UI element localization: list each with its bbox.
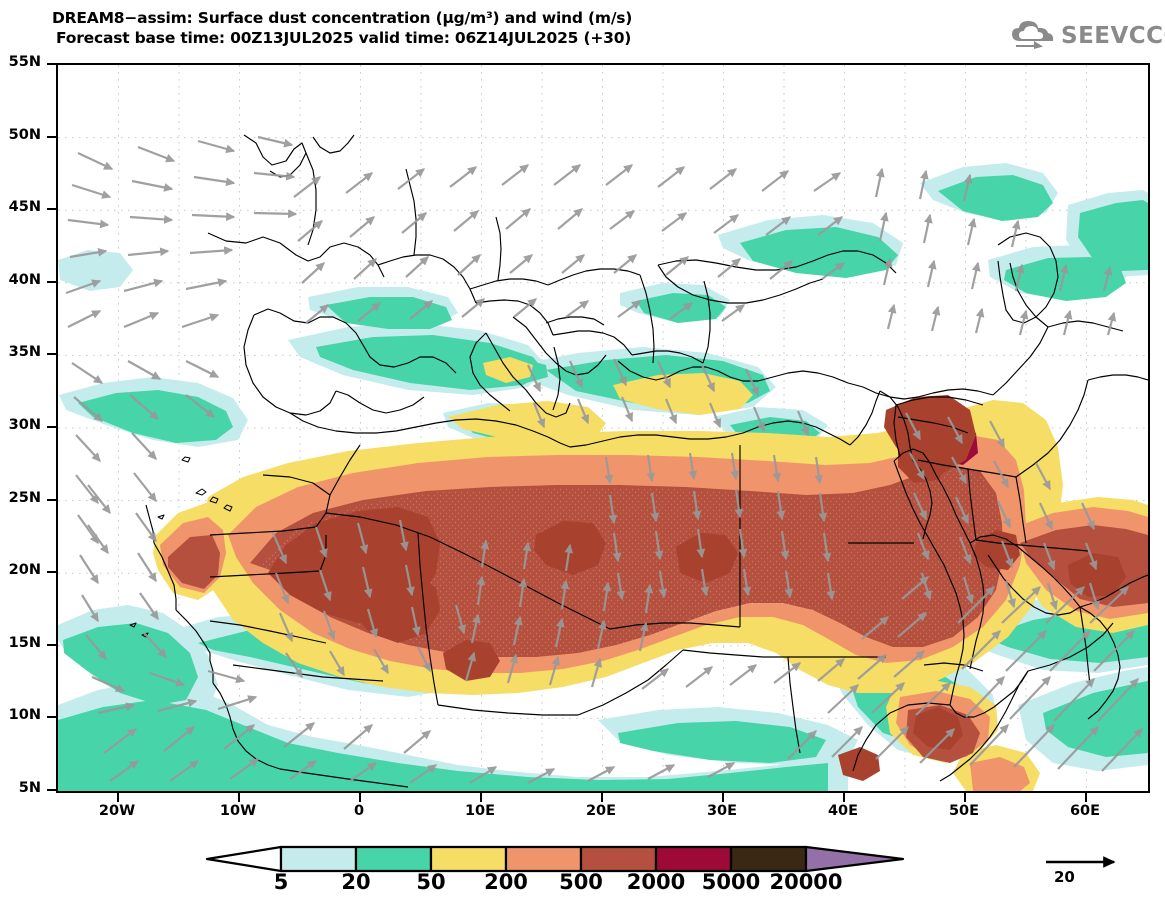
wind-reference-vector xyxy=(1046,856,1116,868)
forecast-time-subtitle: Forecast base time: 00Z13JUL2025 valid t… xyxy=(56,29,632,47)
y-tick xyxy=(47,643,56,646)
colorbar-tick-label: 5 xyxy=(273,870,289,894)
colorbar-over-cap xyxy=(804,845,905,873)
y-tick xyxy=(47,63,56,65)
x-axis-label: 50E xyxy=(948,803,980,819)
colorbar-band-7 xyxy=(729,845,808,873)
colorbar-swatches xyxy=(205,845,905,873)
y-axis-label: 55N xyxy=(8,54,41,70)
y-tick xyxy=(47,426,56,428)
colorbar-tick-label: 5000 xyxy=(701,870,761,894)
x-axis-label: 20E xyxy=(585,803,617,819)
colorbar-tick-label: 50 xyxy=(416,870,446,894)
y-axis-label: 5N xyxy=(18,780,41,796)
page-title: DREAM8−assim: Surface dust concentration… xyxy=(52,9,633,27)
y-axis-label: 25N xyxy=(8,489,41,506)
colorbar-band-6 xyxy=(654,845,733,873)
x-axis-label: 10E xyxy=(464,803,496,819)
wind-reference-label: 20 xyxy=(1054,868,1075,886)
colorbar[interactable]: 5 20 50 200 500 2000 5000 20000 xyxy=(205,845,905,899)
x-tick xyxy=(842,793,845,802)
colorbar-band-2 xyxy=(354,845,433,873)
y-axis-label: 40N xyxy=(8,271,41,288)
y-axis-label: 45N xyxy=(8,199,41,216)
x-axis-label: 20W xyxy=(98,803,136,819)
seevccc-logo: SEEVCCC xyxy=(1010,16,1165,56)
y-tick xyxy=(47,498,56,501)
x-axis-label: 30E xyxy=(706,803,738,819)
plot-frame xyxy=(56,63,1150,793)
y-axis-label: 20N xyxy=(8,562,41,579)
colorbar-band-1 xyxy=(279,845,358,873)
y-tick xyxy=(47,716,56,719)
y-tick xyxy=(47,789,56,791)
colorbar-tick-label: 500 xyxy=(559,870,603,894)
x-tick xyxy=(1084,793,1087,802)
x-tick xyxy=(963,793,966,802)
colorbar-under-cap xyxy=(205,845,283,873)
y-tick xyxy=(47,571,56,574)
x-tick xyxy=(721,793,724,802)
colorbar-tick-label: 20000 xyxy=(769,870,843,894)
dust-concentration-map xyxy=(58,65,1148,791)
colorbar-band-4 xyxy=(504,845,583,873)
x-tick xyxy=(237,793,240,802)
y-tick xyxy=(47,353,56,356)
y-axis-label: 15N xyxy=(8,634,41,651)
y-axis-label: 50N xyxy=(8,126,41,143)
map-plot-area[interactable]: 55N 50N 45N 40N 35N 30N 25N 20N 15N 10N … xyxy=(9,54,1150,819)
y-axis-label: 10N xyxy=(8,707,41,724)
y-tick xyxy=(47,280,56,283)
y-tick xyxy=(47,208,56,211)
colorbar-tick-label: 200 xyxy=(484,870,528,894)
colorbar-tick-label: 20 xyxy=(341,870,371,894)
x-axis-label: 0 xyxy=(353,803,365,819)
x-tick xyxy=(600,793,603,802)
colorbar-band-3 xyxy=(429,845,508,873)
chart-title-block: DREAM8−assim: Surface dust concentration… xyxy=(52,8,632,48)
x-axis-label: 60E xyxy=(1069,803,1101,819)
x-tick xyxy=(116,793,119,802)
wind-vectors xyxy=(65,135,1143,784)
colorbar-tick-label: 2000 xyxy=(626,870,686,894)
colorbar-band-5 xyxy=(579,845,658,873)
x-tick xyxy=(358,793,361,802)
x-tick xyxy=(479,793,482,802)
y-axis-label: 35N xyxy=(8,344,41,361)
y-tick xyxy=(47,135,56,138)
y-axis-label: 30N xyxy=(8,417,41,433)
x-axis-label: 10W xyxy=(219,803,257,819)
cloud-arrow-icon xyxy=(1010,19,1056,54)
logo-text: SEEVCCC xyxy=(1061,23,1165,49)
x-axis-label: 40E xyxy=(827,803,859,819)
